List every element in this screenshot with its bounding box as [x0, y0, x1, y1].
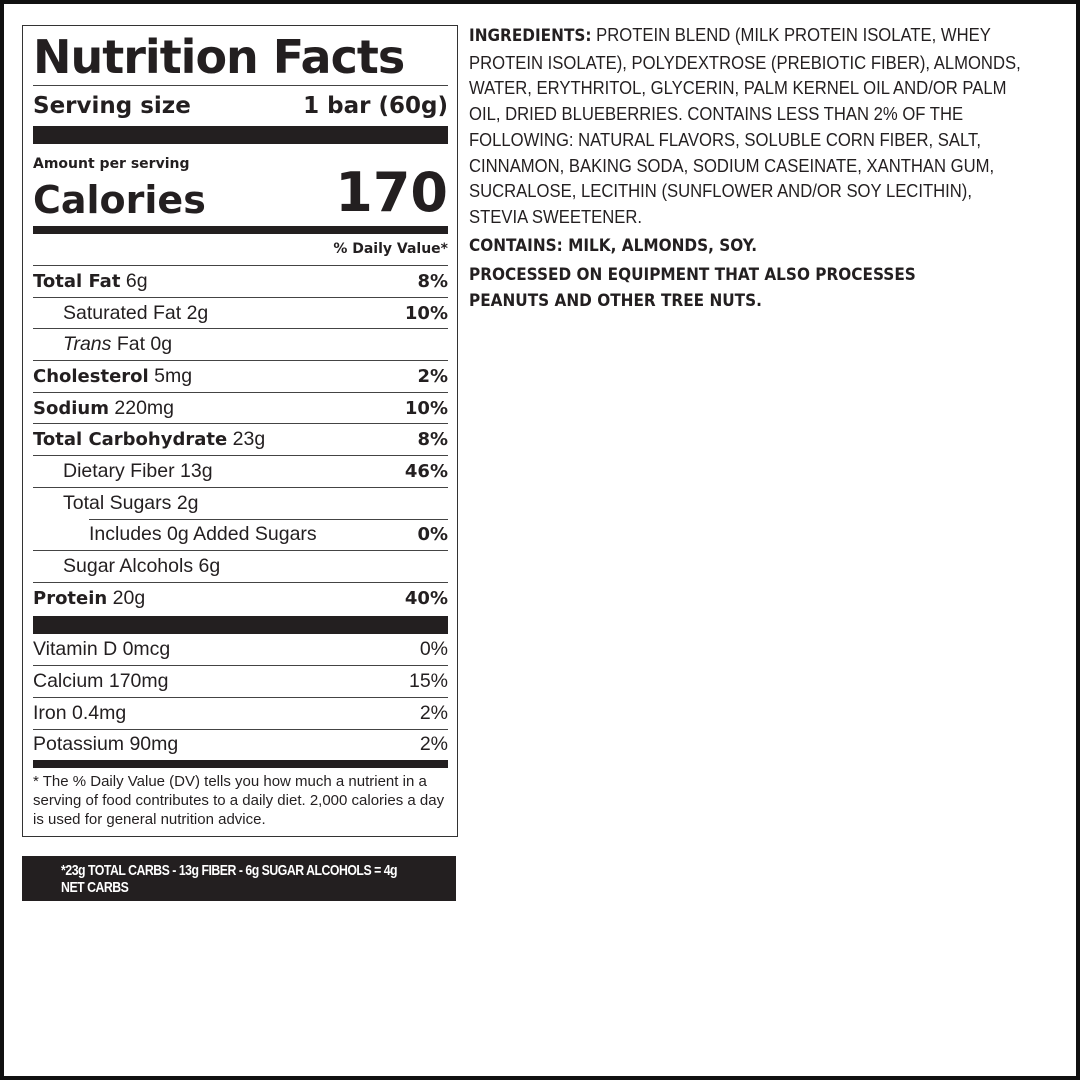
processed-warning: PROCESSED ON EQUIPMENT THAT ALSO PROCESS… [469, 264, 916, 311]
nutrient-row: Cholesterol 5mg 2% [33, 360, 448, 392]
nutrient-row: Sugar Alcohols 6g [33, 550, 448, 582]
vitamin-row: Calcium 170mg 15% [33, 665, 448, 697]
vitamin-row: Potassium 90mg 2% [33, 728, 448, 761]
serving-size-label: Serving size [33, 93, 191, 119]
daily-value-footnote: * The % Daily Value (DV) tells you how m… [33, 773, 445, 829]
nutrient-row: Saturated Fat 2g 10% [33, 296, 448, 329]
medium-divider [33, 226, 448, 234]
calories-label: Calories [33, 178, 206, 222]
calories-value: 170 [335, 161, 448, 224]
nutrient-row: Protein 20g 40% [33, 581, 448, 614]
vitamin-row: Vitamin D 0mcg 0% [33, 637, 448, 660]
thick-divider [33, 126, 448, 144]
medium-divider [33, 760, 448, 769]
serving-size-value: 1 bar (60g) [303, 93, 448, 119]
nutrient-row: Sodium 220mg 10% [33, 391, 448, 424]
amount-per-serving: Amount per serving [33, 156, 190, 172]
ingredients-list: INGREDIENTS: PROTEIN BLEND (MILK PROTEIN… [469, 24, 1021, 227]
nutrition-facts-title: Nutrition Facts [33, 30, 405, 84]
vitamin-row: Iron 0.4mg 2% [33, 696, 448, 729]
allergen-contains: CONTAINS: MILK, ALMONDS, SOY. [469, 235, 758, 256]
ingredients-panel: INGREDIENTS: PROTEIN BLEND (MILK PROTEIN… [469, 22, 1027, 314]
nutrient-row: Trans Fat 0g [33, 328, 448, 360]
nutrient-row: Total Carbohydrate 23g 8% [33, 423, 448, 455]
nutrient-row: Includes 0g Added Sugars 0% [89, 518, 448, 551]
nutrition-facts-panel: Nutrition Facts Serving size 1 bar (60g)… [22, 25, 458, 837]
daily-value-header: % Daily Value* [333, 241, 448, 257]
nutrient-row: Dietary Fiber 13g 46% [33, 455, 448, 487]
serving-size: Serving size 1 bar (60g) [33, 86, 448, 126]
net-carbs-banner: *23g TOTAL CARBS - 13g FIBER - 6g SUGAR … [22, 856, 456, 901]
calories: Calories 170 [33, 166, 448, 222]
thick-divider [33, 615, 448, 634]
nutrient-row: Total Fat 6g 8% [33, 265, 448, 297]
nutrient-row: Total Sugars 2g [33, 486, 448, 519]
